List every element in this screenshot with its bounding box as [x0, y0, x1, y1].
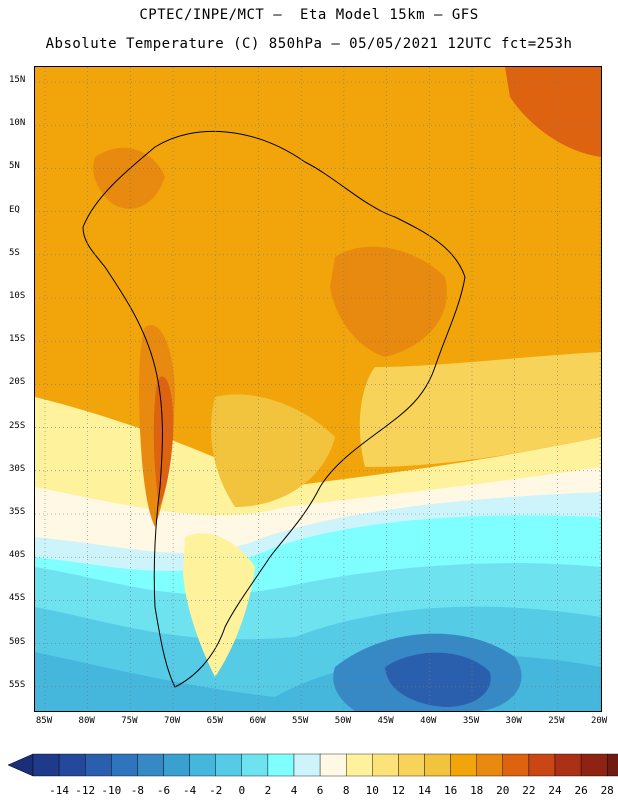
lat-label-5s: 5S [9, 247, 20, 258]
colorbar-swatch [189, 753, 216, 777]
colorbar-swatch [84, 753, 112, 777]
lon-label-45w: 45W [377, 716, 394, 726]
colorbar-label: 12 [391, 784, 406, 797]
lon-label-25w: 25W [548, 716, 565, 726]
chart-title-line-2: Absolute Temperature (C) 850hPa — 05/05/… [45, 36, 573, 52]
colorbar-label: 2 [264, 784, 272, 797]
colorbar-label: 4 [290, 784, 298, 797]
temperature-colorbar: -14 -12 -10 -8 -6 -4 -2 0 2 4 6 8 10 12 14 16 18 20 22 24 26… [0, 748, 618, 800]
lat-label-eq: EQ [9, 204, 20, 215]
colorbar-swatch [215, 753, 242, 777]
chart-title-line-1: CPTEC/INPE/MCT — Eta Model 15km — GFS [139, 7, 479, 23]
field-red-orange-ne [505, 67, 601, 157]
lon-label-70w: 70W [163, 716, 181, 726]
colorbar-label: -4 [182, 784, 197, 797]
colorbar-swatch [450, 753, 477, 777]
colorbar-label: 6 [316, 784, 324, 797]
colorbar-label: 16 [443, 784, 458, 797]
lat-label-10s: 10S [9, 291, 26, 301]
colorbar-label: -6 [156, 784, 171, 797]
colorbar-label: 24 [548, 784, 562, 797]
colorbar-swatch [398, 753, 425, 777]
colorbar-swatch [554, 753, 582, 777]
colorbar-label: -10 [101, 784, 122, 797]
colorbar-swatch [607, 753, 618, 777]
colorbar-label: 28 [600, 784, 614, 797]
lat-label-25s: 25S [9, 420, 26, 431]
field-dark-orange-brazil [330, 246, 447, 357]
colorbar-label: 20 [496, 784, 510, 797]
colorbar-label: 18 [470, 784, 484, 797]
colorbar-label: 22 [522, 784, 536, 797]
colorbar-swatch [163, 753, 190, 777]
lon-label-65w: 65W [206, 716, 223, 726]
lat-label-35s: 35S [9, 507, 26, 517]
field-pale-yellow-patagonia [183, 533, 255, 677]
colorbar-swatch [372, 753, 399, 777]
colorbar-swatch [267, 753, 295, 777]
colorbar-swatch [111, 753, 138, 777]
colorbar-label: -2 [209, 784, 223, 797]
colorbar-label: -14 [49, 784, 70, 797]
field-dark-orange-north [93, 147, 165, 209]
colorbar-label: 14 [417, 784, 432, 797]
temperature-map [34, 66, 602, 712]
colorbar-label: 26 [574, 784, 588, 797]
lon-label-50w: 50W [334, 716, 352, 726]
colorbar-swatch [476, 753, 504, 777]
colorbar-label: -12 [75, 784, 96, 797]
colorbar-swatch [346, 753, 373, 777]
colorbar-swatch [502, 753, 530, 777]
lon-label-30w: 30W [505, 716, 522, 726]
lat-label-15n: 15N [9, 75, 26, 85]
lon-label-40w: 40W [420, 716, 437, 726]
colorbar-swatch [293, 753, 321, 777]
lat-label-40s: 40S [9, 550, 26, 561]
lon-label-80w: 80W [78, 716, 95, 726]
lat-label-15s: 15S [9, 334, 26, 345]
temperature-field-svg [35, 67, 601, 711]
field-yellow-atlantic [359, 352, 601, 467]
colorbar-swatch [241, 753, 269, 777]
colorbar-swatch [58, 753, 86, 777]
field-deep-blue-pool [385, 652, 491, 707]
lon-label-35w: 35W [462, 716, 480, 726]
lat-label-50s: 50S [9, 636, 26, 647]
field-red-orange-andes [153, 376, 174, 507]
lon-label-55w: 55W [292, 716, 309, 726]
field-gold-pampas [211, 394, 335, 507]
colorbar-swatch [319, 753, 347, 777]
colorbar-svg [7, 753, 618, 777]
colorbar-swatch [32, 753, 60, 777]
colorbar-label: -8 [130, 784, 145, 797]
colorbar-label: 8 [342, 784, 350, 797]
colorbar-swatch [424, 753, 451, 777]
lon-label-20w: 20W [590, 716, 608, 726]
colorbar-low-arrow [7, 753, 34, 777]
lat-label-10n: 10N [9, 118, 26, 129]
lat-label-45s: 45S [9, 593, 26, 604]
lon-label-75w: 75W [121, 716, 138, 726]
colorbar-swatch [528, 753, 556, 777]
lon-label-60w: 60W [249, 716, 266, 726]
colorbar-swatch [580, 753, 608, 777]
colorbar-swatch [137, 753, 164, 777]
coastline-south-america [82, 130, 466, 688]
lat-label-5n: 5N [9, 161, 20, 172]
colorbar-label: 0 [238, 784, 246, 797]
lon-label-85w: 85W [35, 716, 53, 726]
lat-label-55s: 55S [9, 679, 26, 690]
lat-label-20s: 20S [9, 377, 26, 388]
colorbar-label: 10 [365, 784, 379, 797]
lat-label-30s: 30S [9, 463, 26, 474]
